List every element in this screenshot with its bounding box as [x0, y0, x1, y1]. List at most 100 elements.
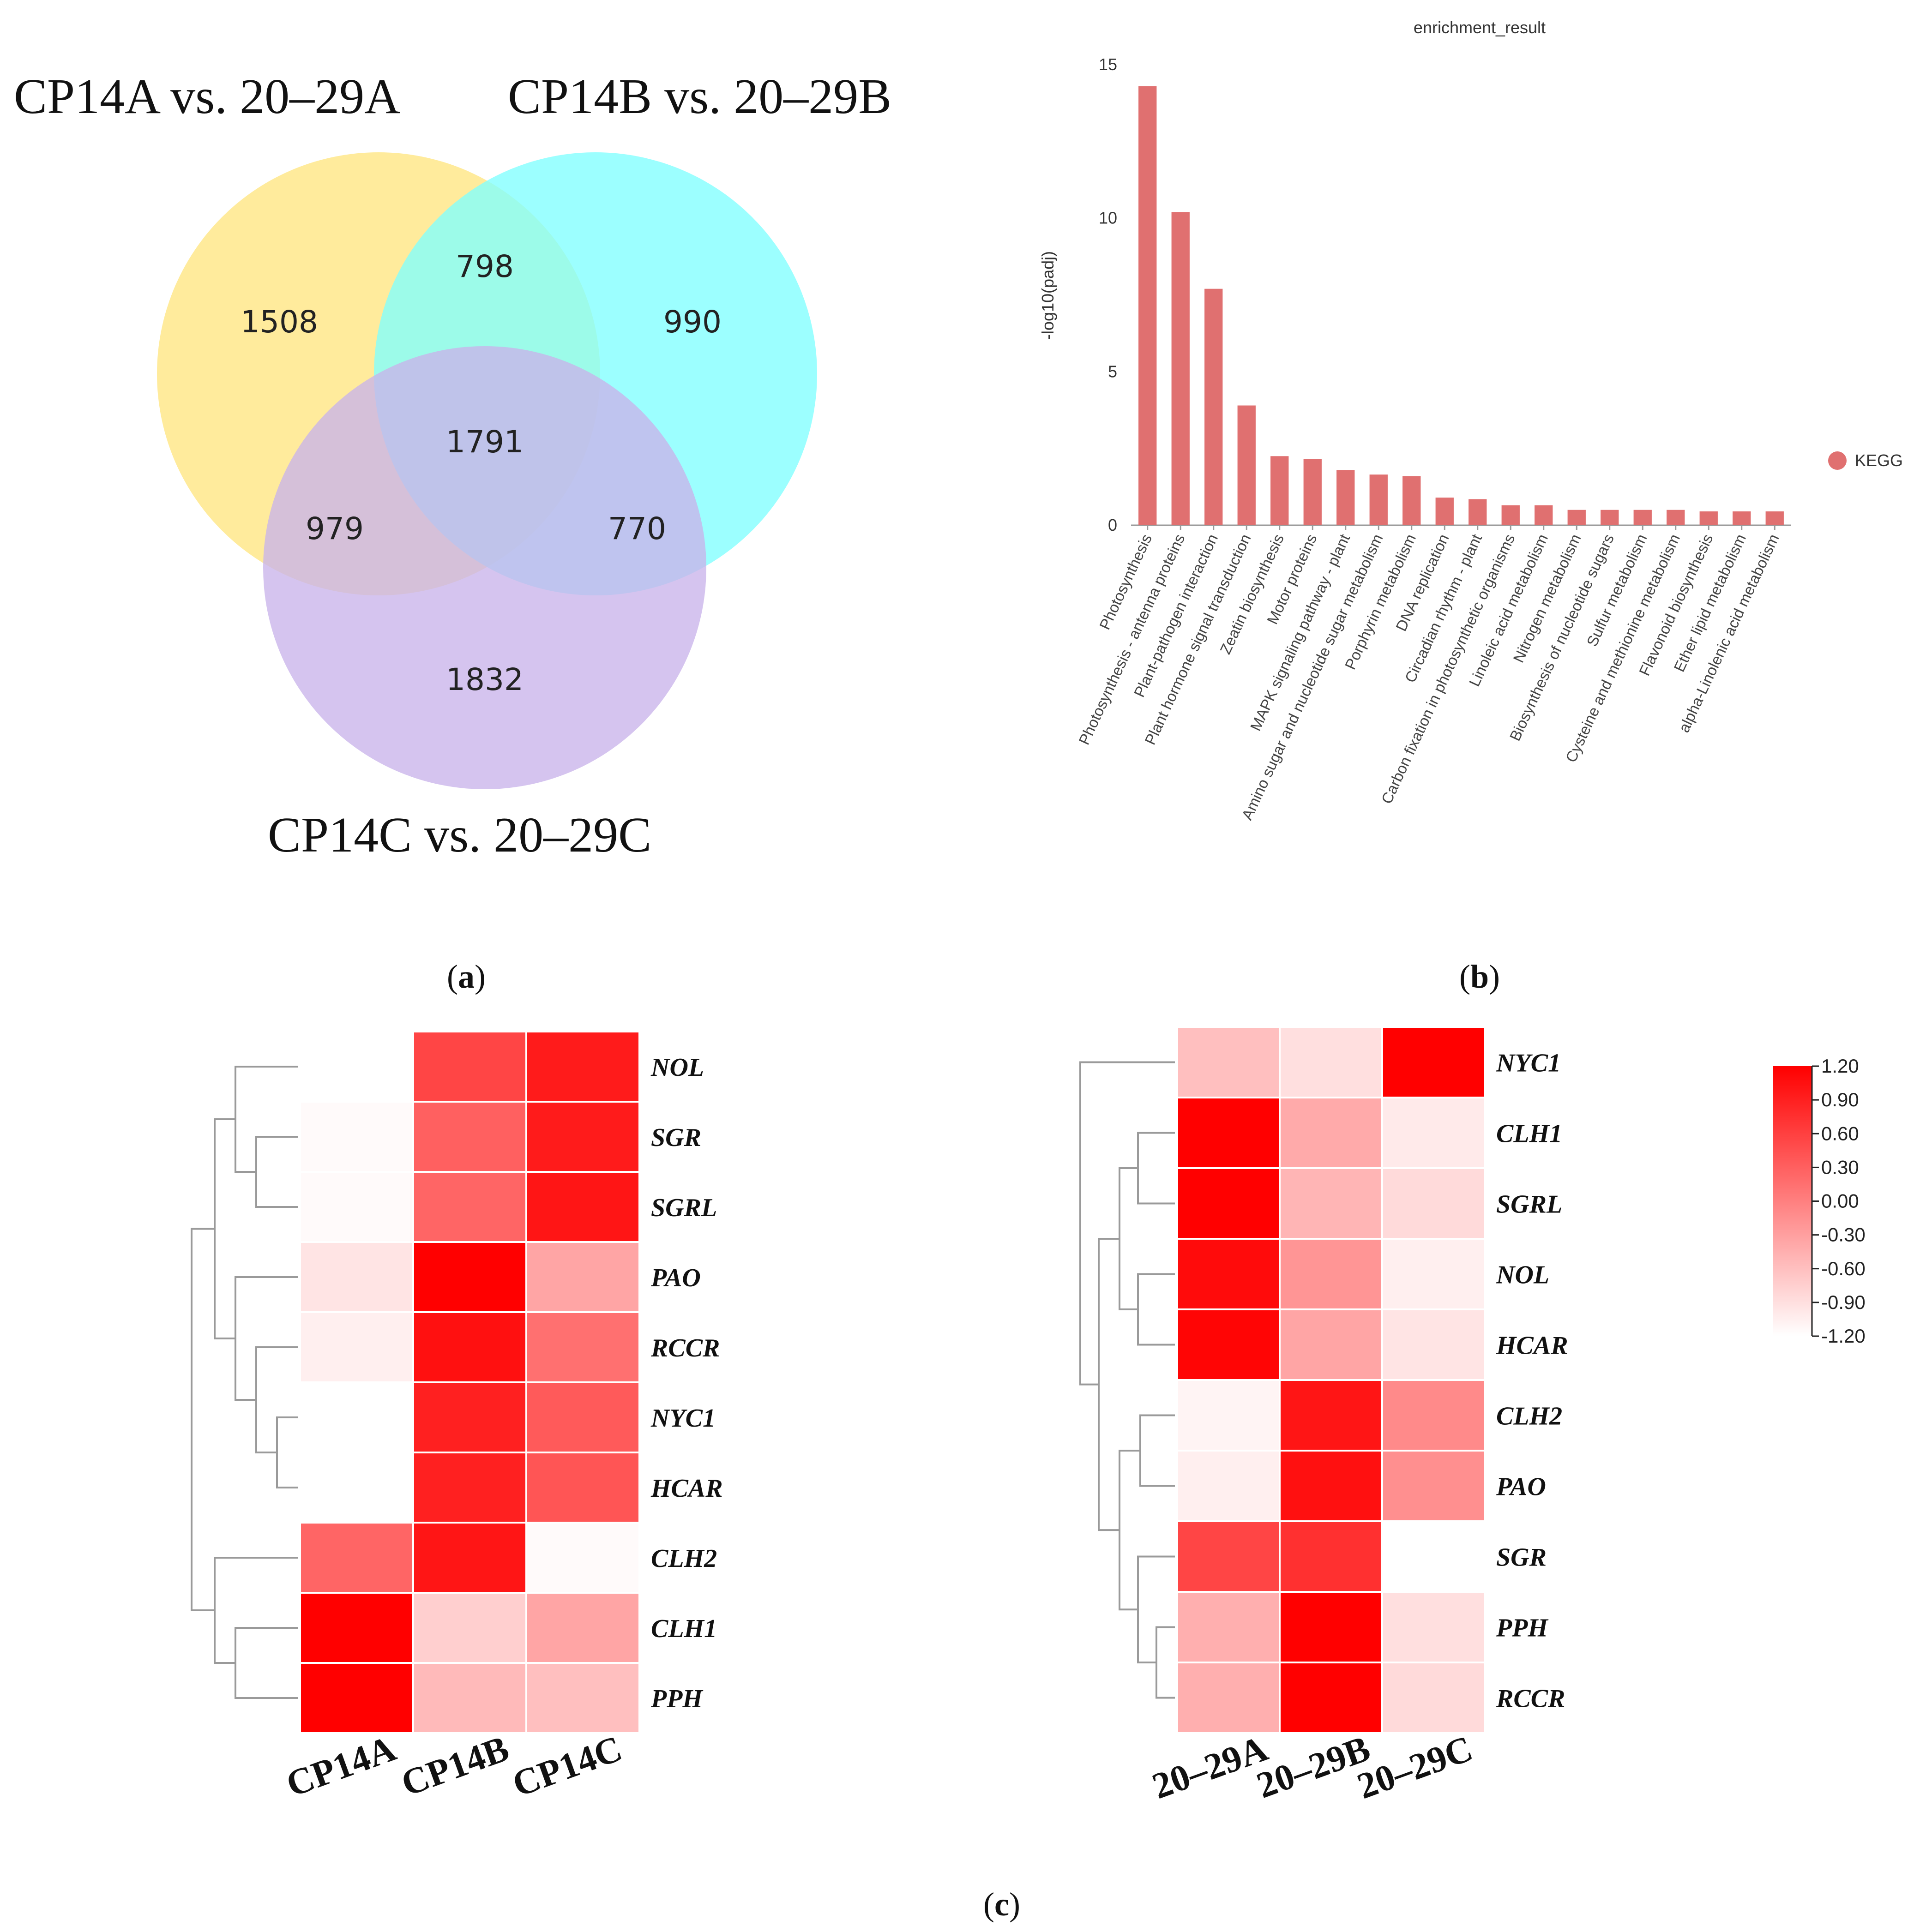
- heatmap-cell: [1176, 1097, 1281, 1169]
- heatmap-cell: [299, 1311, 414, 1383]
- bar-chart-bar: [1270, 456, 1289, 525]
- heatmap-cell: [525, 1452, 640, 1524]
- heatmap-row-label: NOL: [1496, 1261, 1549, 1290]
- heatmap-row-label: HCAR: [1496, 1332, 1568, 1360]
- color-scale-tick-label: 0.90: [1821, 1089, 1859, 1110]
- heatmap-cell: [412, 1031, 527, 1103]
- heatmap-cell: [1176, 1026, 1281, 1098]
- venn-count-b-only: 990: [663, 304, 722, 340]
- bar-chart-title: enrichment_result: [1414, 18, 1546, 37]
- bar-chart-bar: [1567, 510, 1586, 525]
- heatmap-cell: [1176, 1238, 1281, 1310]
- bar-chart-bar: [1303, 459, 1322, 525]
- heatmap-cell: [1279, 1662, 1383, 1734]
- heatmap-cell: [412, 1311, 527, 1383]
- venn-count-ab: 798: [456, 249, 514, 284]
- heatmap-cell: [525, 1592, 640, 1664]
- heatmap-cell: [299, 1452, 414, 1524]
- panel-a-label: (a): [447, 958, 486, 995]
- heatmap-row-label: HCAR: [650, 1474, 723, 1503]
- heatmap-cell: [412, 1662, 527, 1734]
- heatmap-row-label: PPH: [1496, 1614, 1548, 1643]
- heatmap-cell: [1279, 1167, 1383, 1240]
- heatmap-cell: [1381, 1026, 1486, 1098]
- bar-chart-ytick-label: 15: [1099, 55, 1117, 74]
- venn-set-b-title: CP14B vs. 20–29B: [508, 69, 891, 124]
- panel-c-label: (c): [983, 1886, 1020, 1923]
- heatmap-column-label: 20–29C: [1352, 1728, 1478, 1807]
- heatmap-cell: [525, 1241, 640, 1313]
- venn-diagram: CP14A vs. 20–29A CP14B vs. 20–29B CP14C …: [14, 69, 891, 863]
- heatmap-row-label: CLH2: [1496, 1402, 1562, 1431]
- venn-count-c-only: 1832: [446, 662, 524, 697]
- venn-set-c-title: CP14C vs. 20–29C: [268, 808, 651, 863]
- bar-chart-bar: [1171, 212, 1190, 525]
- heatmap-cell: [299, 1031, 414, 1103]
- heatmap-row-label: PPH: [650, 1685, 703, 1713]
- heatmap-cell: [1176, 1662, 1281, 1734]
- heatmap-cell: [1176, 1308, 1281, 1381]
- color-scale-tick-label: -0.30: [1821, 1224, 1866, 1246]
- venn-set-a-title: CP14A vs. 20–29A: [14, 69, 400, 124]
- heatmap-cell: [299, 1381, 414, 1453]
- bar-chart-bar: [1501, 505, 1520, 525]
- heatmap-cell: [1279, 1450, 1383, 1522]
- heatmap-cell: [525, 1171, 640, 1243]
- heatmap-row-label: NOL: [650, 1053, 704, 1082]
- heatmap-column-label: CP14B: [396, 1728, 514, 1804]
- bar-chart-bar: [1667, 510, 1685, 525]
- bar-chart-ytick-label: 10: [1099, 209, 1117, 228]
- heatmap-cell: [412, 1522, 527, 1594]
- heatmap-cell: [299, 1592, 414, 1664]
- heatmap-row-label: CLH2: [651, 1544, 717, 1573]
- bar-chart-bar: [1633, 510, 1652, 525]
- color-scale-bar: [1773, 1066, 1812, 1336]
- heatmap-cell: [525, 1522, 640, 1594]
- heatmap-row-label: PAO: [1496, 1473, 1546, 1501]
- heatmap-row-label: SGR: [651, 1123, 701, 1152]
- heatmap-cell: [1381, 1167, 1486, 1240]
- color-scale-tick-label: 1.20: [1821, 1055, 1859, 1077]
- heatmap-cell: [412, 1241, 527, 1313]
- enrichment-bar-chart: enrichment_result -log10(padj) 0 5 10 15 Ph…: [1038, 18, 1903, 822]
- legend-kegg-marker: [1828, 451, 1847, 470]
- bar-chart-y-ticks: 0 5 10 15: [1099, 55, 1117, 534]
- bar-chart-bar: [1765, 511, 1784, 525]
- color-scale-tick-label: 0.00: [1821, 1190, 1859, 1212]
- bar-chart-ytick-label: 5: [1108, 362, 1117, 381]
- bar-chart-bar: [1733, 511, 1751, 525]
- heatmap-cell: [525, 1101, 640, 1173]
- heatmap-row-label: SGRL: [1496, 1190, 1562, 1219]
- heatmap-dendrogram: [191, 1066, 298, 1699]
- heatmap-dendrogram: [1079, 1061, 1175, 1699]
- venn-count-a-only: 1508: [241, 304, 318, 340]
- heatmap-cell: [1279, 1379, 1383, 1452]
- heatmap-cell: [1176, 1520, 1281, 1593]
- heatmap-cell: [412, 1592, 527, 1664]
- heatmap-cell: [1176, 1379, 1281, 1452]
- panel-b-label: (b): [1459, 958, 1500, 995]
- heatmap-row-label: RCCR: [650, 1334, 720, 1362]
- heatmap-column-label: CP14A: [281, 1728, 401, 1805]
- bar-chart-bar: [1699, 511, 1718, 525]
- bar-chart-bar: [1336, 470, 1355, 525]
- heatmap-cell: [1381, 1450, 1486, 1522]
- heatmap-cell: [525, 1311, 640, 1383]
- heatmap-column-label: CP14C: [507, 1728, 627, 1805]
- heatmap-cell: [299, 1241, 414, 1313]
- heatmap-cell: [1176, 1167, 1281, 1240]
- color-scale-ticks: 1.20 0.90 0.60 0.30 0.00 -0.30 -0.60 -0.90 -1.20: [1811, 1055, 1866, 1347]
- bar-chart-bar: [1535, 505, 1553, 525]
- heatmap-cell: [525, 1662, 640, 1734]
- heatmap-cell: [412, 1381, 527, 1453]
- heatmap-cell: [299, 1522, 414, 1594]
- heatmap-cell: [1381, 1097, 1486, 1169]
- heatmap-cell: [1381, 1308, 1486, 1381]
- venn-count-bc: 770: [608, 511, 666, 546]
- bar-chart-ytick-label: 0: [1108, 516, 1117, 534]
- heatmap-cell: [1176, 1450, 1281, 1522]
- heatmap-cell: [525, 1031, 640, 1103]
- bar-chart-bar: [1435, 498, 1454, 525]
